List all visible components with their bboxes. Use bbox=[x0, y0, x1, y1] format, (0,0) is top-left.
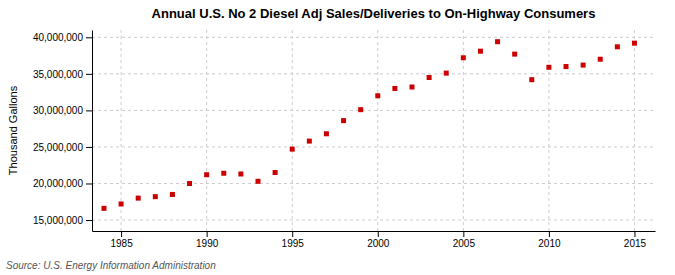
tick-label: 20,000,000 bbox=[33, 178, 83, 189]
point bbox=[598, 57, 603, 62]
tick-mark bbox=[121, 231, 122, 237]
point bbox=[392, 86, 397, 91]
tick-label: 25,000,000 bbox=[33, 142, 83, 153]
point bbox=[529, 77, 534, 82]
grid-line bbox=[121, 30, 122, 231]
point bbox=[478, 49, 483, 54]
tick-label: 2010 bbox=[538, 238, 561, 249]
point bbox=[495, 39, 500, 44]
grid bbox=[92, 30, 655, 231]
grid-line bbox=[92, 220, 655, 221]
grid-line bbox=[634, 30, 635, 231]
tick-mark bbox=[86, 37, 92, 38]
point bbox=[410, 85, 415, 90]
tick: 25,000,000 bbox=[33, 142, 92, 153]
point bbox=[461, 55, 466, 60]
tick: 2000 bbox=[367, 231, 390, 249]
point bbox=[358, 107, 363, 112]
point bbox=[153, 194, 158, 199]
point bbox=[238, 171, 243, 176]
point bbox=[119, 201, 124, 206]
tick-mark bbox=[634, 231, 635, 237]
tick: 20,000,000 bbox=[33, 178, 92, 189]
tick-label: 2005 bbox=[453, 238, 476, 249]
tick-mark bbox=[292, 231, 293, 237]
point bbox=[324, 131, 329, 136]
chart: 1985 1990 1995 2000 2005 2010 2015 15,000,000 20… bbox=[0, 0, 675, 275]
point bbox=[290, 147, 295, 152]
tick-label: 1995 bbox=[282, 238, 305, 249]
point bbox=[187, 181, 192, 186]
tick: 30,000,000 bbox=[33, 105, 92, 116]
tick: 2015 bbox=[624, 231, 647, 249]
tick-label: 1985 bbox=[110, 238, 133, 249]
grid-line bbox=[206, 30, 207, 231]
tick: 2005 bbox=[453, 231, 476, 249]
grid-line bbox=[92, 183, 655, 184]
tick: 2010 bbox=[538, 231, 561, 249]
point bbox=[427, 75, 432, 80]
source: Source: U.S. Energy Information Administ… bbox=[6, 260, 216, 271]
tick: 40,000,000 bbox=[33, 32, 92, 43]
marks bbox=[101, 39, 636, 211]
grid-line bbox=[92, 73, 655, 74]
axis-line bbox=[92, 31, 93, 232]
point bbox=[204, 172, 209, 177]
tick-mark bbox=[378, 231, 379, 237]
point bbox=[546, 65, 551, 70]
point bbox=[341, 118, 346, 123]
tick-label: 40,000,000 bbox=[33, 32, 83, 43]
grid-line bbox=[548, 30, 549, 231]
tick: 35,000,000 bbox=[33, 69, 92, 80]
tick-label: 2015 bbox=[624, 238, 647, 249]
point bbox=[307, 139, 312, 144]
tick-label: 30,000,000 bbox=[33, 105, 83, 116]
y-axis-title: Thousand Gallons bbox=[7, 85, 19, 175]
point bbox=[444, 71, 449, 76]
point bbox=[273, 170, 278, 175]
tick-mark bbox=[86, 183, 92, 184]
tick: 1995 bbox=[282, 231, 305, 249]
tick-mark bbox=[86, 110, 92, 111]
axis-line bbox=[93, 231, 656, 232]
point bbox=[512, 52, 517, 57]
grid-line bbox=[292, 30, 293, 231]
point bbox=[255, 179, 260, 184]
title: Annual U.S. No 2 Diesel Adj Sales/Delive… bbox=[152, 6, 596, 21]
grid-line bbox=[377, 30, 378, 231]
point bbox=[615, 44, 620, 49]
grid-line bbox=[92, 146, 655, 147]
tick: 1985 bbox=[110, 231, 133, 249]
tick-label: 1990 bbox=[196, 238, 219, 249]
y-axis: 15,000,000 20,000,000 25,000,000 30,000,000… bbox=[33, 31, 93, 232]
tick-mark bbox=[86, 74, 92, 75]
tick-label: 15,000,000 bbox=[33, 215, 83, 226]
tick-mark bbox=[549, 231, 550, 237]
point bbox=[375, 93, 380, 98]
tick-label: 35,000,000 bbox=[33, 69, 83, 80]
tick: 1990 bbox=[196, 231, 219, 249]
tick-mark bbox=[86, 147, 92, 148]
x-axis: 1985 1990 1995 2000 2005 2010 2015 bbox=[93, 231, 656, 249]
point bbox=[581, 63, 586, 68]
point bbox=[564, 64, 569, 69]
grid-line bbox=[92, 110, 655, 111]
grid-line bbox=[92, 37, 655, 38]
tick-mark bbox=[207, 231, 208, 237]
tick-mark bbox=[463, 231, 464, 237]
point bbox=[221, 171, 226, 176]
point bbox=[136, 196, 141, 201]
tick: 15,000,000 bbox=[33, 215, 92, 226]
plot-area: 1985 1990 1995 2000 2005 2010 2015 15,000,000 20… bbox=[33, 30, 656, 249]
tick-label: 2000 bbox=[367, 238, 390, 249]
point bbox=[170, 192, 175, 197]
tick-mark bbox=[86, 220, 92, 221]
point bbox=[632, 41, 637, 46]
point bbox=[101, 206, 106, 211]
